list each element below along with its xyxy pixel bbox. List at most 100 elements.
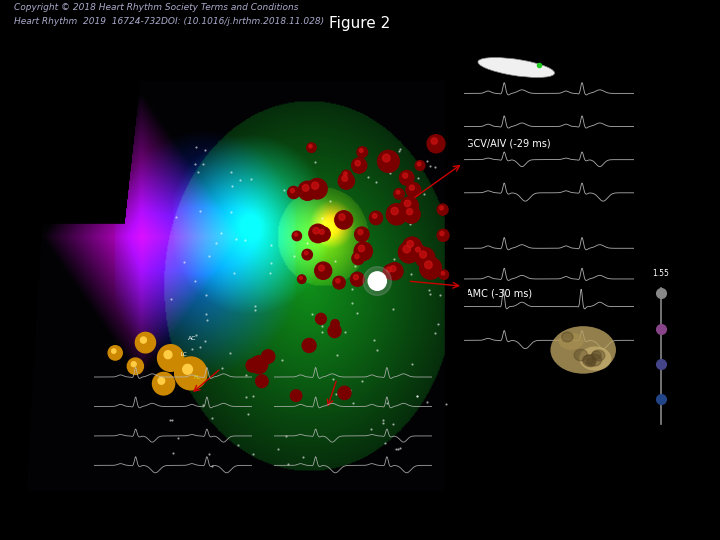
Text: GCV/AIV (-29 ms): GCV/AIV (-29 ms): [466, 138, 551, 148]
Circle shape: [339, 214, 345, 220]
Circle shape: [398, 242, 419, 263]
Circle shape: [386, 262, 403, 280]
Circle shape: [335, 211, 353, 229]
Circle shape: [316, 227, 330, 241]
Circle shape: [410, 185, 415, 190]
Circle shape: [377, 150, 400, 172]
Circle shape: [336, 279, 340, 283]
Circle shape: [131, 362, 136, 367]
Circle shape: [290, 188, 294, 193]
Circle shape: [313, 227, 319, 234]
Ellipse shape: [559, 333, 584, 350]
Circle shape: [400, 171, 414, 185]
Circle shape: [358, 230, 363, 235]
Circle shape: [302, 339, 316, 353]
Circle shape: [307, 143, 316, 152]
Circle shape: [135, 332, 156, 353]
Circle shape: [437, 230, 449, 241]
Circle shape: [315, 262, 332, 279]
Circle shape: [415, 247, 435, 267]
Circle shape: [368, 272, 387, 291]
Circle shape: [592, 350, 605, 361]
Text: AC: AC: [188, 335, 197, 341]
Circle shape: [372, 213, 377, 218]
Circle shape: [431, 138, 437, 144]
Circle shape: [288, 186, 300, 199]
Circle shape: [338, 386, 351, 400]
Circle shape: [391, 207, 398, 215]
Circle shape: [415, 247, 420, 252]
Circle shape: [363, 267, 392, 295]
Text: Copyright © 2018 Heart Rhythm Society Terms and Conditions: Copyright © 2018 Heart Rhythm Society Te…: [14, 3, 299, 12]
Circle shape: [342, 176, 348, 181]
Circle shape: [315, 313, 326, 325]
Circle shape: [309, 224, 327, 242]
Circle shape: [153, 373, 175, 395]
Circle shape: [343, 172, 347, 176]
Circle shape: [355, 227, 369, 242]
Circle shape: [394, 188, 404, 199]
Circle shape: [420, 251, 426, 258]
Circle shape: [369, 211, 382, 225]
Circle shape: [341, 170, 351, 180]
Circle shape: [437, 204, 448, 215]
Circle shape: [294, 233, 297, 236]
Circle shape: [256, 375, 268, 388]
Circle shape: [140, 337, 146, 343]
Circle shape: [302, 185, 309, 191]
Text: 1.55: 1.55: [652, 269, 669, 278]
Circle shape: [298, 181, 317, 200]
Circle shape: [261, 350, 275, 363]
Circle shape: [583, 355, 594, 364]
Circle shape: [591, 351, 601, 360]
Ellipse shape: [579, 347, 611, 370]
Circle shape: [359, 245, 364, 252]
Circle shape: [402, 173, 408, 178]
Text: LCC (-26 ms): LCC (-26 ms): [110, 348, 180, 358]
Circle shape: [333, 276, 346, 289]
Circle shape: [383, 265, 397, 279]
Circle shape: [574, 349, 588, 361]
Text: AMC (-30 ms): AMC (-30 ms): [466, 288, 532, 298]
Circle shape: [300, 276, 302, 279]
Circle shape: [292, 231, 302, 241]
Circle shape: [425, 261, 432, 269]
Circle shape: [246, 359, 259, 372]
Circle shape: [582, 355, 596, 366]
Circle shape: [407, 240, 413, 247]
Circle shape: [309, 145, 312, 148]
Circle shape: [297, 275, 306, 284]
Circle shape: [357, 147, 368, 158]
Circle shape: [402, 205, 420, 223]
Circle shape: [440, 232, 444, 235]
Text: FL: FL: [194, 375, 201, 380]
Circle shape: [183, 364, 192, 374]
Circle shape: [415, 160, 425, 171]
Circle shape: [355, 254, 359, 259]
Circle shape: [307, 179, 327, 199]
Text: LC: LC: [181, 352, 187, 357]
Circle shape: [420, 257, 441, 279]
Circle shape: [396, 191, 400, 194]
Circle shape: [354, 275, 359, 280]
Circle shape: [427, 134, 445, 153]
Text: Epicardial LV summit (-28ms): Epicardial LV summit (-28ms): [268, 348, 428, 358]
Circle shape: [387, 267, 392, 272]
Circle shape: [112, 349, 116, 353]
Circle shape: [312, 182, 319, 189]
Circle shape: [588, 354, 602, 366]
Circle shape: [439, 270, 449, 279]
Circle shape: [441, 272, 445, 275]
Circle shape: [402, 237, 422, 256]
Circle shape: [319, 230, 324, 234]
Circle shape: [351, 158, 366, 173]
Text: Figure 2: Figure 2: [329, 16, 391, 31]
Circle shape: [338, 173, 354, 189]
Circle shape: [400, 197, 418, 215]
Circle shape: [158, 345, 184, 372]
Circle shape: [407, 208, 413, 215]
Circle shape: [405, 200, 410, 207]
Circle shape: [382, 154, 390, 162]
Circle shape: [290, 390, 302, 401]
Circle shape: [440, 206, 444, 210]
